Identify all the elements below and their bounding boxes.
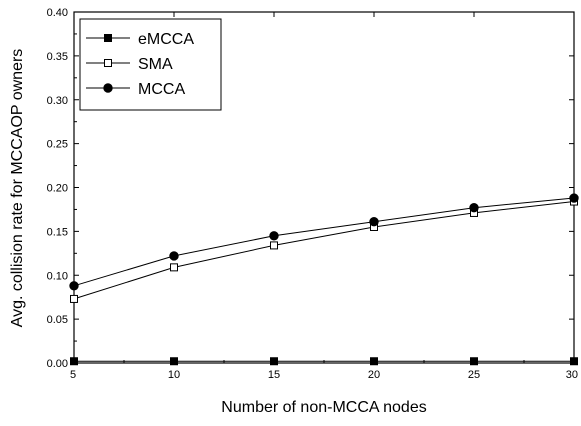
legend-entry-emcca: eMCCA — [86, 31, 194, 48]
legend-entry-mcca: MCCA — [86, 81, 185, 98]
data-point — [569, 193, 579, 203]
data-point — [169, 251, 179, 261]
data-point — [170, 263, 178, 272]
data-point — [69, 281, 79, 291]
x-tick-label: 5 — [70, 369, 76, 381]
data-point — [270, 241, 278, 250]
y-tick-label: 0.10 — [47, 270, 68, 282]
data-point — [570, 357, 578, 366]
legend: eMCCA SMA MCCA — [79, 18, 222, 111]
data-point — [70, 357, 78, 366]
data-point — [470, 357, 478, 366]
legend-marker — [103, 83, 113, 93]
legend-label: SMA — [138, 56, 173, 73]
x-tick-label: 15 — [268, 369, 280, 381]
series-mcca — [69, 193, 579, 291]
y-tick-label: 0.20 — [47, 183, 68, 195]
y-tick-label: 0.35 — [47, 51, 68, 63]
data-point — [369, 217, 379, 227]
data-point — [269, 231, 279, 241]
y-tick-label: 0.25 — [47, 139, 68, 151]
series-line — [73, 197, 575, 287]
y-tick-label: 0.00 — [47, 358, 68, 370]
series-line — [73, 201, 575, 300]
y-tick-label: 0.05 — [47, 314, 68, 326]
y-tick-label: 0.40 — [47, 7, 68, 19]
y-axis-title: Avg. collision rate for MCCAOP owners — [9, 49, 26, 328]
legend-marker — [104, 59, 112, 67]
data-point — [270, 357, 278, 366]
legend-marker — [104, 34, 112, 42]
series-sma — [70, 197, 578, 303]
x-axis-title: Number of non-MCCA nodes — [221, 399, 426, 416]
data-point — [469, 202, 479, 213]
legend-entry-sma: SMA — [86, 56, 173, 73]
y-axis-ticks: 0.00 0.05 0.10 0.15 0.20 0.25 0.30 0.35 0.40 — [47, 7, 574, 370]
x-tick-label: 30 — [566, 369, 578, 381]
x-tick-label: 25 — [468, 369, 480, 381]
legend-label: eMCCA — [138, 31, 194, 48]
data-point — [370, 357, 378, 366]
legend-label: MCCA — [138, 81, 185, 98]
series-layer — [69, 193, 579, 366]
data-point — [170, 357, 178, 366]
x-tick-label: 10 — [168, 369, 180, 381]
y-tick-label: 0.15 — [47, 226, 68, 238]
data-point — [70, 294, 78, 303]
x-tick-label: 20 — [368, 369, 380, 381]
legend-box — [79, 18, 222, 111]
series-emcca — [70, 357, 578, 366]
y-tick-label: 0.30 — [47, 95, 68, 107]
